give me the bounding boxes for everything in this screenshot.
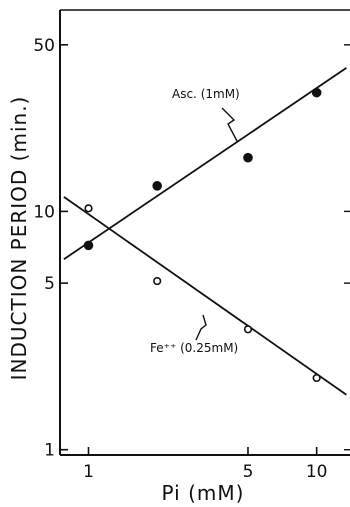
data-point-series-1 — [153, 276, 162, 286]
data-point-series-1 — [243, 325, 253, 334]
chart-ticks: 1 5 10 50 1 5 10 — [33, 36, 350, 482]
data-point-series-1 — [84, 204, 93, 213]
y-tick-label: 50 — [33, 36, 55, 56]
chart-axes — [59, 9, 350, 456]
fe-leader-line — [195, 314, 207, 341]
y-tick-label: 1 — [44, 441, 55, 461]
fit-line-0 — [63, 67, 347, 260]
x-tick-label: 1 — [83, 462, 94, 482]
series-label-asc: Asc. (1mM) — [172, 87, 240, 101]
data-point-series-1 — [312, 373, 321, 383]
asc-leader-line — [221, 107, 238, 142]
x-tick-label: 10 — [306, 462, 328, 482]
y-tick-label: 10 — [33, 202, 55, 222]
series-label-fe: Fe⁺⁺ (0.25mM) — [150, 341, 238, 355]
x-axis-label: Pi (mM) — [162, 481, 245, 505]
data-point-series-0 — [83, 240, 94, 251]
y-axis-label: INDUCTION PERIOD (min.) — [7, 96, 31, 381]
data-points — [83, 87, 322, 383]
fit-line-1 — [63, 196, 347, 396]
data-point-series-0 — [311, 87, 322, 98]
x-tick-label: 5 — [243, 462, 254, 482]
data-point-series-0 — [243, 152, 253, 163]
y-tick-label: 5 — [44, 274, 55, 294]
chart-labels: INDUCTION PERIOD (min.) Pi (mM) Asc. (1m… — [7, 87, 245, 505]
fit-lines — [63, 67, 347, 396]
data-point-series-0 — [152, 181, 162, 191]
